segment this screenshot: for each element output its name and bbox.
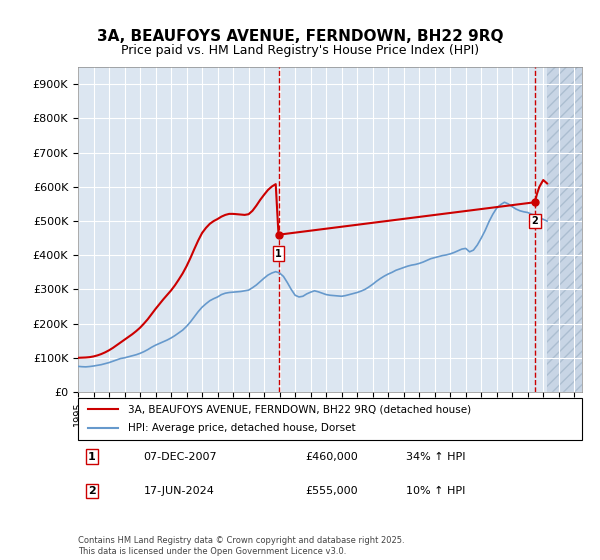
Text: Contains HM Land Registry data © Crown copyright and database right 2025.
This d: Contains HM Land Registry data © Crown c… (78, 536, 404, 556)
Text: 2: 2 (88, 486, 96, 496)
Text: 10% ↑ HPI: 10% ↑ HPI (406, 486, 465, 496)
Text: 17-JUN-2024: 17-JUN-2024 (143, 486, 214, 496)
FancyBboxPatch shape (78, 398, 582, 440)
Text: £460,000: £460,000 (305, 451, 358, 461)
Text: £555,000: £555,000 (305, 486, 358, 496)
Text: 1: 1 (275, 249, 282, 259)
Bar (547, 67, 582, 392)
Text: 3A, BEAUFOYS AVENUE, FERNDOWN, BH22 9RQ (detached house): 3A, BEAUFOYS AVENUE, FERNDOWN, BH22 9RQ … (128, 404, 472, 414)
Text: Price paid vs. HM Land Registry's House Price Index (HPI): Price paid vs. HM Land Registry's House … (121, 44, 479, 57)
Text: 1: 1 (88, 451, 96, 461)
Text: 2: 2 (532, 216, 538, 226)
Text: 07-DEC-2007: 07-DEC-2007 (143, 451, 217, 461)
Text: 3A, BEAUFOYS AVENUE, FERNDOWN, BH22 9RQ: 3A, BEAUFOYS AVENUE, FERNDOWN, BH22 9RQ (97, 29, 503, 44)
Text: 34% ↑ HPI: 34% ↑ HPI (406, 451, 465, 461)
Text: HPI: Average price, detached house, Dorset: HPI: Average price, detached house, Dors… (128, 423, 356, 433)
